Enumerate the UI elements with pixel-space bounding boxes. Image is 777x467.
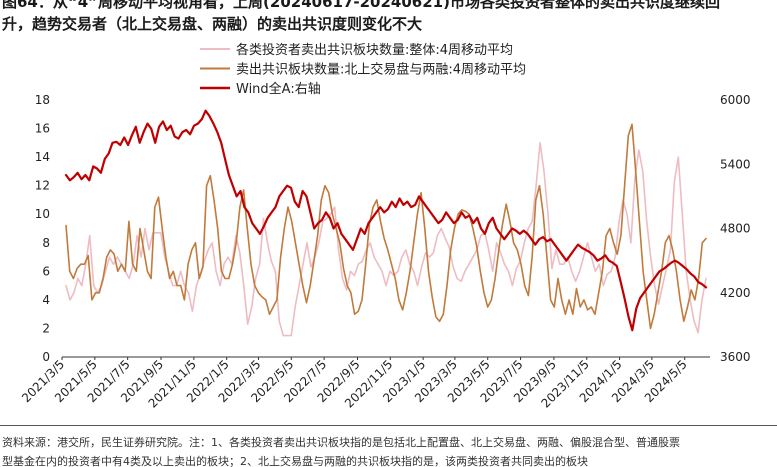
y-right-tick-label: 6000 <box>720 93 751 107</box>
source-note-line-1: 资料来源：港交所，民生证券研究院。注：1、各类投资者卖出共识板块指的是包括北上配… <box>2 436 680 449</box>
y-left-tick-label: 8 <box>42 236 50 250</box>
y-right-tick-label: 4800 <box>720 222 751 236</box>
figure-title: 图64：从“4”周移动平均视角看，上周(20240617-20240621)市场… <box>2 0 775 35</box>
source-note: 资料来源：港交所，民生证券研究院。注：1、各类投资者卖出共识板块指的是包括北上配… <box>2 433 775 467</box>
figure-title-line-2: 升，趋势交易者（北上交易盘、两融）的卖出共识度则变化不大 <box>2 15 423 33</box>
y-left-tick-label: 6 <box>42 264 50 278</box>
legend-label-3: Wind全A:右轴 <box>236 81 321 97</box>
footer-divider <box>0 425 777 426</box>
y-left-tick-label: 16 <box>35 122 50 136</box>
y-left-tick-label: 12 <box>35 179 50 193</box>
y-left-tick-label: 0 <box>42 350 50 364</box>
legend-label-2: 卖出共识板块数量:北上交易盘与两融:4周移动平均 <box>236 62 526 78</box>
y-right-tick-label: 3600 <box>720 350 751 364</box>
source-note-line-2: 型基金在内的投资者中有4类及以上卖出的板块；2、北上交易盘与两融的共识板块指的是… <box>2 455 588 467</box>
line-chart: 各类投资者卖出共识板块数量:整体:4周移动平均卖出共识板块数量:北上交易盘与两融… <box>19 42 751 411</box>
chart-series-lines <box>64 109 708 337</box>
series-line-1 <box>65 142 707 337</box>
y-left-tick-label: 2 <box>42 321 50 335</box>
y-right-tick-label: 5400 <box>720 157 751 171</box>
y-left-tick-label: 10 <box>35 207 50 221</box>
figure-title-line-1: 图64：从“4”周移动平均视角看，上周(20240617-20240621)市场… <box>2 0 720 11</box>
series-line-2 <box>65 123 707 330</box>
y-left-tick-label: 18 <box>35 93 50 107</box>
y-right-tick-label: 4200 <box>720 286 751 300</box>
chart-legend: 各类投资者卖出共识板块数量:整体:4周移动平均卖出共识板块数量:北上交易盘与两融… <box>200 42 526 97</box>
legend-label-1: 各类投资者卖出共识板块数量:整体:4周移动平均 <box>236 42 513 58</box>
y-left-tick-label: 14 <box>35 150 50 164</box>
y-left-tick-label: 4 <box>42 293 50 307</box>
series-line-3 <box>64 109 708 332</box>
